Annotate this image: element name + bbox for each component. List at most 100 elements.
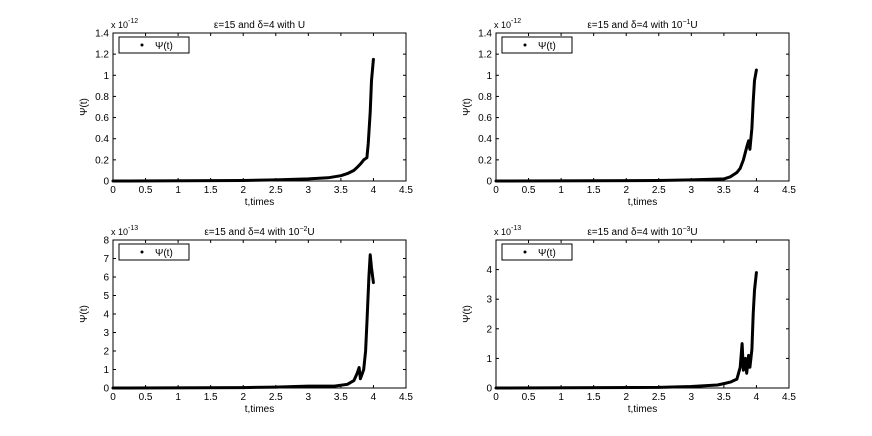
legend-entry: Ψ(t) (155, 248, 173, 259)
title-text: ε=15 and δ=4 with 10 (587, 20, 683, 31)
series-line-1 (494, 68, 758, 183)
plot-area (112, 32, 407, 182)
legend-box (501, 243, 573, 261)
exponent-base: x 10 (111, 20, 128, 30)
x-tick-label: 3 (689, 392, 695, 403)
x-tick-label: 3.5 (717, 392, 731, 403)
series-line-1 (111, 253, 375, 390)
x-tick-label: 0.5 (522, 392, 536, 403)
chart-title: ε=15 and δ=4 with 10−2U (204, 226, 314, 238)
y-tick-label: 4 (103, 310, 109, 321)
title-text: ε=15 and δ=4 with 10 (587, 227, 683, 238)
legend-entry: Ψ(t) (538, 41, 556, 52)
y-axis-label: Ψ(t) (79, 98, 90, 116)
exponent-base: x 10 (494, 227, 511, 237)
y-tick-label: 2 (486, 324, 492, 335)
subplot-3: 0 0.5 1 1.5 2 2.5 3 3.5 4 4.5 0 1 2 3 4 5 6 7 8x 10-13 ε=15… (79, 225, 413, 415)
x-axis-label: t,times (245, 197, 274, 208)
y-tick-label: 0.8 (478, 92, 492, 103)
x-tick-label: 3 (689, 185, 695, 196)
x-axis-label: t,times (245, 404, 274, 415)
subplot-1: 0 0.5 1 1.5 2 2.5 3 3.5 4 4.5 0 0.2 0.4 0.6 0.8 1 1.2 1.4… (79, 18, 413, 208)
legend-box (118, 36, 190, 54)
axis-exponent: x 10-12 (494, 18, 521, 30)
x-tick-label: 2.5 (269, 185, 283, 196)
chart-title: ε=15 and δ=4 with U (214, 20, 305, 31)
legend-marker (523, 250, 527, 254)
exponent-power: -12 (128, 18, 138, 25)
title-suffix: U (307, 227, 314, 238)
x-tick-label: 4.5 (399, 392, 413, 403)
x-tick-label: 3.5 (334, 392, 348, 403)
exponent-base: x 10 (111, 227, 128, 237)
legend: Ψ(t) (501, 243, 573, 261)
legend-marker (523, 43, 527, 47)
y-tick-label: 6 (103, 273, 109, 284)
x-tick-label: 3.5 (334, 185, 348, 196)
x-tick-label: 4.5 (399, 185, 413, 196)
subplot-4: 0 0.5 1 1.5 2 2.5 3 3.5 4 4.5 0 1 2 3 4 x 10-13 ε=15 and… (462, 225, 796, 415)
x-tick-label: 0 (493, 185, 499, 196)
x-tick-label: 2 (623, 185, 629, 196)
x-tick-label: 4 (371, 392, 377, 403)
y-tick-label: 1.2 (95, 50, 109, 61)
x-tick-label: 1 (175, 185, 181, 196)
exponent-power: -13 (128, 225, 138, 232)
y-tick-label: 0 (103, 177, 109, 188)
x-tick-label: 4 (754, 392, 760, 403)
x-tick-label: 1 (558, 185, 564, 196)
y-tick-label: 3 (103, 328, 109, 339)
x-tick-label: 0.5 (139, 185, 153, 196)
x-tick-label: 1.5 (587, 185, 601, 196)
legend-entry: Ψ(t) (155, 41, 173, 52)
title-superscript: −2 (299, 226, 307, 233)
y-tick-label: 0 (486, 177, 492, 188)
y-axis-label: Ψ(t) (462, 98, 473, 116)
y-tick-label: 1.2 (478, 50, 492, 61)
x-tick-label: 0 (110, 392, 116, 403)
x-tick-label: 4.5 (782, 185, 796, 196)
chart-title: ε=15 and δ=4 with 10−3U (587, 226, 697, 238)
y-tick-label: 8 (103, 236, 109, 247)
exponent-base: x 10 (494, 20, 511, 30)
legend: Ψ(t) (118, 243, 190, 261)
chart-title: ε=15 and δ=4 with 10−1U (587, 19, 697, 31)
x-tick-label: 2 (240, 392, 246, 403)
x-tick-label: 1.5 (587, 392, 601, 403)
y-tick-label: 1 (103, 71, 109, 82)
plot-area (495, 32, 790, 182)
legend-marker (140, 250, 144, 254)
x-tick-label: 4 (371, 185, 377, 196)
axis-exponent: x 10-12 (111, 18, 138, 30)
y-tick-label: 0 (486, 384, 492, 395)
y-tick-label: 2 (103, 347, 109, 358)
x-tick-label: 2.5 (269, 392, 283, 403)
series-line-1 (494, 271, 758, 390)
title-superscript: −3 (682, 226, 690, 233)
y-tick-label: 4 (486, 265, 492, 276)
x-tick-label: 1 (558, 392, 564, 403)
plot-area (112, 239, 407, 389)
x-tick-label: 2.5 (652, 185, 666, 196)
x-axis-label: t,times (628, 404, 657, 415)
y-tick-label: 0 (103, 384, 109, 395)
x-tick-label: 0.5 (522, 185, 536, 196)
x-tick-label: 3 (306, 185, 312, 196)
legend: Ψ(t) (118, 36, 190, 54)
axis-exponent: x 10-13 (494, 225, 521, 237)
exponent-power: -12 (511, 18, 521, 25)
y-tick-label: 5 (103, 291, 109, 302)
title-text: ε=15 and δ=4 with 10 (204, 227, 300, 238)
y-tick-label: 1.4 (95, 29, 109, 40)
x-tick-label: 1.5 (204, 185, 218, 196)
legend-entry: Ψ(t) (538, 248, 556, 259)
title-text: ε=15 and δ=4 with U (214, 20, 305, 31)
x-tick-label: 1 (175, 392, 181, 403)
x-tick-label: 2 (240, 185, 246, 196)
y-axis-label: Ψ(t) (79, 305, 90, 323)
y-tick-label: 7 (103, 254, 109, 265)
y-tick-label: 1 (486, 71, 492, 82)
x-tick-label: 1.5 (204, 392, 218, 403)
x-tick-label: 0 (493, 392, 499, 403)
subplot-2: 0 0.5 1 1.5 2 2.5 3 3.5 4 4.5 0 0.2 0.4 0.6 0.8 1 1.2 1.4… (462, 18, 796, 208)
